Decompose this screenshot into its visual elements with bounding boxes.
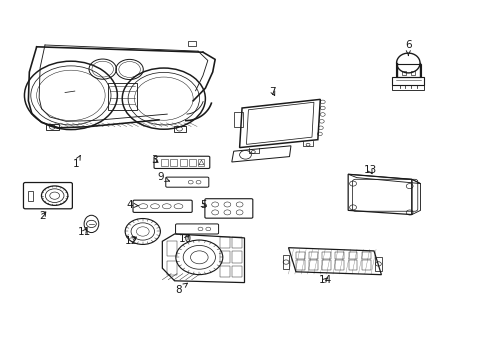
Bar xyxy=(322,252,330,259)
Text: 11: 11 xyxy=(77,227,91,237)
Text: 8: 8 xyxy=(175,283,187,295)
Bar xyxy=(282,255,289,269)
Bar xyxy=(374,257,381,271)
Text: 14: 14 xyxy=(318,275,331,285)
Bar xyxy=(348,252,357,259)
Bar xyxy=(220,237,229,248)
Bar xyxy=(167,241,177,256)
Text: 5: 5 xyxy=(200,200,206,210)
Text: 4: 4 xyxy=(126,200,138,210)
Text: 1: 1 xyxy=(72,156,80,169)
Bar xyxy=(391,77,424,85)
Bar xyxy=(188,159,195,166)
Bar xyxy=(322,260,330,270)
Bar xyxy=(295,252,304,259)
Text: 3: 3 xyxy=(150,155,158,165)
Bar xyxy=(402,71,406,75)
Bar xyxy=(361,260,370,270)
Bar xyxy=(335,260,344,270)
Bar xyxy=(348,260,357,270)
Bar xyxy=(167,261,177,275)
Bar xyxy=(180,159,186,166)
Bar xyxy=(308,252,317,259)
Text: 10: 10 xyxy=(179,234,192,244)
Text: 2: 2 xyxy=(40,211,46,221)
Bar xyxy=(232,251,242,263)
Bar xyxy=(232,266,242,277)
Bar xyxy=(335,252,344,259)
Text: 7: 7 xyxy=(269,87,276,97)
Bar xyxy=(391,85,424,90)
Bar xyxy=(361,252,370,259)
Text: 6: 6 xyxy=(404,40,411,55)
Bar xyxy=(308,260,317,270)
Bar xyxy=(395,64,420,77)
Text: 9: 9 xyxy=(157,172,169,183)
Bar xyxy=(197,159,204,166)
Bar xyxy=(220,251,229,263)
Text: 12: 12 xyxy=(124,236,138,246)
Bar xyxy=(46,124,59,130)
Bar xyxy=(220,266,229,277)
Text: 13: 13 xyxy=(363,165,376,175)
Bar xyxy=(170,159,177,166)
Bar xyxy=(232,237,242,248)
Bar xyxy=(107,83,137,110)
Bar xyxy=(173,126,185,132)
Bar xyxy=(233,112,242,127)
Bar xyxy=(161,159,168,166)
Bar xyxy=(295,260,304,270)
Bar xyxy=(410,71,414,75)
Bar xyxy=(188,41,195,46)
Bar xyxy=(28,191,33,201)
